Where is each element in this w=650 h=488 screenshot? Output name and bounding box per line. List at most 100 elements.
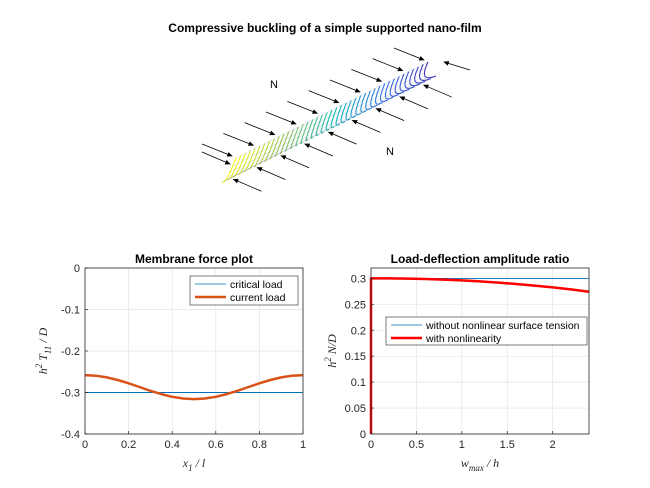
surface-line xyxy=(325,109,333,131)
surface-line xyxy=(365,90,373,111)
surface-line xyxy=(375,85,383,105)
arrow-top xyxy=(329,79,361,93)
right-axes-box xyxy=(370,267,590,435)
membrane-force-title: Membrane force plot xyxy=(135,252,253,266)
arrow-top xyxy=(223,132,255,146)
arrow-bottom xyxy=(375,108,405,121)
surface-line xyxy=(389,78,399,97)
surface-line xyxy=(295,124,304,147)
legend-current-load: current load xyxy=(230,292,286,304)
arrow-bottom xyxy=(422,84,452,98)
surface-line xyxy=(279,131,290,155)
surface-mesh-line xyxy=(227,75,426,178)
arrow-top xyxy=(201,143,233,157)
surface-line xyxy=(221,157,237,183)
surface-line xyxy=(242,148,256,173)
right-xlabel: wmax / h xyxy=(461,456,499,473)
right-xtick-label: 1.5 xyxy=(500,439,515,451)
surface-line xyxy=(350,97,357,118)
load-label-top: N xyxy=(270,79,278,91)
left-xtick-label: 0.4 xyxy=(165,439,180,451)
left-series xyxy=(84,373,304,401)
arrow-top xyxy=(244,122,276,136)
surface-line xyxy=(409,68,421,87)
right-ytick-label: 0.3 xyxy=(351,273,366,285)
surface-line xyxy=(379,83,389,103)
right-legend: without nonlinear surface tension with n… xyxy=(385,316,588,346)
arrow-top xyxy=(351,68,383,82)
left-ytick-label: -0.4 xyxy=(61,429,80,441)
left-xlabel: x1 / l xyxy=(182,456,206,473)
legend-with-nonlinearity: with nonlinearity xyxy=(425,333,502,345)
left-ytick-label: 0 xyxy=(74,263,80,275)
surface-line xyxy=(300,121,309,144)
left-series-2 xyxy=(84,373,304,401)
surface-line xyxy=(355,95,362,116)
surface-mesh-line xyxy=(229,72,425,173)
arrow-top xyxy=(393,47,425,61)
surface-mesh-line xyxy=(221,75,437,183)
arrow-bottom xyxy=(399,96,429,110)
left-xtick-label: 0.2 xyxy=(121,439,136,451)
surface-line xyxy=(248,145,261,170)
arrow-bottom xyxy=(351,120,381,133)
surface-line xyxy=(269,136,280,160)
surface-line xyxy=(360,92,367,113)
surface-line xyxy=(404,71,415,89)
legend-critical-load: critical load xyxy=(230,279,283,291)
left-xtick-label: 0.6 xyxy=(208,439,223,451)
right-grid xyxy=(370,268,589,435)
surface-line xyxy=(419,64,431,81)
right-ytick-label: 0.15 xyxy=(345,351,366,363)
surface-mesh-line xyxy=(225,77,428,181)
arrow-top xyxy=(308,90,340,104)
load-deflection-title: Load-deflection amplitude ratio xyxy=(391,252,570,266)
surface-line xyxy=(335,105,343,126)
surface-line xyxy=(423,61,437,79)
left-xtick-label: 1 xyxy=(300,439,306,451)
surface-line xyxy=(310,117,319,139)
surface-line xyxy=(330,107,338,129)
arrow-top xyxy=(287,100,319,114)
surface-line xyxy=(290,126,299,150)
compression-arrows xyxy=(201,47,471,192)
right-ytick-label: 0 xyxy=(360,429,366,441)
load-label-bottom: N xyxy=(386,146,394,158)
membrane-force-chart: Membrane force plot 0 0.2 0.4 0.6 0.8 1 0 -0.1 -… xyxy=(34,252,306,473)
surface-line xyxy=(253,143,266,168)
surface-line xyxy=(414,66,426,84)
surface-line xyxy=(345,100,352,121)
arrow-bottom xyxy=(304,143,334,157)
right-xtick-label: 0 xyxy=(368,439,374,451)
surface-mesh-line xyxy=(232,67,426,167)
left-xtick-label: 0.8 xyxy=(252,439,267,451)
left-xtick-label: 0 xyxy=(82,439,88,451)
surface-line xyxy=(264,138,275,162)
surface-line xyxy=(384,80,394,100)
surface-line xyxy=(394,76,405,95)
arrow-bottom xyxy=(280,155,310,169)
left-ytick-label: -0.3 xyxy=(61,388,80,400)
arrow-bottom xyxy=(327,131,357,145)
right-ytick-label: 0.1 xyxy=(351,377,366,389)
surface-line xyxy=(340,102,347,124)
right-ticks: 0 0.5 1 1.5 2 0.3 0.25 0.2 0.15 0.1 0.05 0 xyxy=(345,273,556,451)
right-ytick-label: 0.2 xyxy=(351,325,366,337)
left-ytick-label: -0.1 xyxy=(61,305,80,317)
surface-line xyxy=(274,133,285,157)
right-xtick-label: 1 xyxy=(459,439,465,451)
surface-mesh-line xyxy=(235,61,429,159)
arrow-bottom xyxy=(256,167,286,180)
surface-line xyxy=(227,155,242,181)
right-ylabel: h2 N/D xyxy=(323,334,339,368)
right-ytick-label: 0.05 xyxy=(345,403,366,415)
arrow-left-end xyxy=(201,151,231,165)
arrow-right-end xyxy=(443,61,471,71)
left-ytick-label: -0.2 xyxy=(61,346,80,358)
load-deflection-chart: Load-deflection amplitude ratio 0 0.5 1 1.5… xyxy=(323,252,590,473)
nano-film-surface xyxy=(221,61,437,183)
legend-without-nonlinear: without nonlinear surface tension xyxy=(425,320,580,332)
arrow-top xyxy=(265,111,297,125)
arrow-top xyxy=(372,58,404,72)
surface-line xyxy=(399,73,410,92)
